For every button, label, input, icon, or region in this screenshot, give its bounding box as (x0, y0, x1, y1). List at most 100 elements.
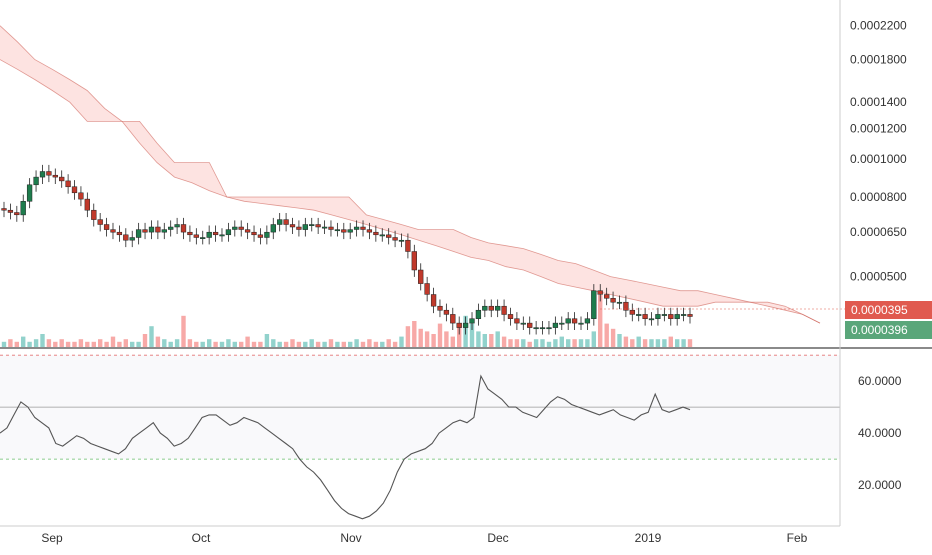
x-tick-label: Sep (41, 531, 63, 545)
volume-bar (514, 339, 520, 347)
cloud-span-b (0, 59, 821, 324)
candle-body (123, 234, 129, 241)
candle-body (52, 174, 58, 178)
candle-body (97, 219, 103, 225)
candle-body (501, 305, 507, 315)
volume-bar (155, 336, 161, 347)
candle-body (251, 231, 257, 236)
price-tick-label: 0.0000650 (850, 225, 907, 239)
cloud-span-a (0, 25, 821, 324)
candle-body (78, 192, 84, 200)
candle-body (1, 208, 7, 211)
volume-bar (219, 341, 225, 347)
volume-bar (59, 339, 64, 347)
candle-body (309, 224, 315, 226)
volume-bar (655, 339, 661, 347)
volume-bar (457, 326, 462, 347)
candle-body (174, 224, 180, 228)
candle-body (200, 237, 206, 239)
candle-body (46, 171, 52, 176)
candle-body (20, 201, 26, 216)
volume-bar (85, 341, 90, 347)
candle-body (411, 251, 417, 271)
candle-body (475, 309, 482, 319)
candle-body (405, 239, 411, 252)
candle-body (270, 224, 276, 233)
volume-bar (136, 341, 141, 347)
volume-bar (98, 339, 103, 347)
candle-body (277, 219, 283, 225)
candle-body (116, 231, 123, 236)
candle-body (129, 237, 135, 241)
volume-bar (149, 326, 154, 347)
candle-body (212, 231, 219, 236)
rsi-line (0, 374, 691, 520)
volume-bar (675, 339, 680, 347)
volume-bar (482, 334, 487, 347)
candle-body (110, 229, 116, 233)
candle-body (533, 327, 539, 330)
volume-bar (226, 339, 231, 347)
volume-bar (110, 336, 116, 347)
candle-body (648, 318, 655, 321)
volume-bar (681, 339, 686, 347)
volume-bar (367, 339, 372, 347)
volume-bar (610, 328, 616, 347)
candle-body (91, 209, 97, 220)
volume-bar (33, 339, 39, 347)
volume-bar (559, 336, 564, 347)
volume-bar (386, 339, 391, 347)
candle-body (495, 305, 501, 311)
volume-bar (123, 339, 128, 347)
candle-body (571, 318, 578, 324)
candle-body (680, 314, 687, 316)
volume-bar (277, 341, 282, 347)
volume-bar (668, 336, 673, 347)
candle-body (552, 322, 559, 328)
volume-bar (53, 341, 58, 347)
candle-body (392, 237, 398, 241)
x-tick-label: Feb (787, 531, 808, 545)
candle-body (450, 314, 456, 324)
candle-body (206, 231, 212, 238)
candle-body (507, 314, 514, 319)
candle-body (443, 309, 450, 315)
volume-bar (245, 336, 250, 347)
candle-body (488, 305, 494, 311)
volume-bar (578, 339, 584, 347)
candle-body (584, 318, 591, 324)
volume-bar (322, 341, 327, 347)
volume-bar (104, 341, 109, 347)
candle-body (7, 209, 14, 213)
volume-bar (521, 339, 526, 347)
candle-body (610, 298, 616, 303)
volume-bar (27, 341, 32, 347)
candle-body (26, 184, 33, 202)
candle-body (257, 234, 264, 238)
candle-body (84, 198, 90, 211)
price-tick-label: 0.0000800 (850, 190, 907, 204)
volume-bar (405, 326, 411, 347)
candle-body (674, 314, 680, 319)
candle-body (437, 305, 443, 311)
volume-bar (72, 341, 77, 347)
volume-bar (450, 336, 455, 347)
candle-body (661, 314, 668, 316)
candle-body (539, 327, 546, 330)
volume-bar (258, 341, 263, 347)
candle-body (578, 322, 584, 325)
volume-bar (264, 334, 270, 347)
candle-body (289, 224, 296, 228)
volume-bar (271, 339, 276, 347)
volume-bar (527, 341, 532, 347)
candle-body (148, 226, 155, 233)
candle-body (232, 226, 238, 230)
candle-body (103, 224, 110, 230)
volume-bar (65, 341, 71, 347)
volume-bar (687, 339, 693, 347)
volume-bar (187, 339, 193, 347)
candle-body (462, 322, 469, 328)
candle-body (655, 314, 661, 319)
volume-bar (546, 341, 552, 347)
volume-bar (283, 341, 289, 347)
